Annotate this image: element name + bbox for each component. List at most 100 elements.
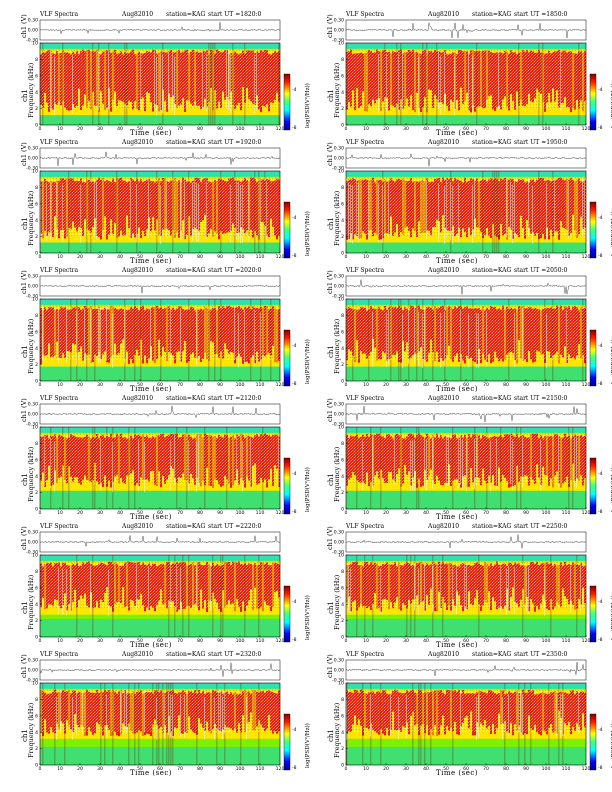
freq-tick-label: 8 — [341, 697, 344, 703]
colorbar-tick-label: -4 — [598, 215, 603, 221]
freq-tick-label: 10 — [338, 41, 344, 47]
time-tick-label: 110 — [562, 638, 571, 644]
time-tick-label: 90 — [217, 254, 223, 260]
channel-label: ch1 — [327, 473, 335, 486]
panel-title: VLF Spectra Aug82010 station=KAG start UT =… — [0, 522, 262, 532]
time-tick-label: 80 — [503, 382, 509, 388]
time-tick-label: 80 — [503, 766, 509, 772]
freq-tick-label: 0 — [341, 763, 344, 769]
time-tick-label: 80 — [197, 766, 203, 772]
freq-tick-label: 4 — [35, 474, 38, 480]
time-tick-label: 20 — [383, 126, 389, 132]
time-tick-label: 0 — [39, 638, 42, 644]
ts-axis-label: ch1 (V) — [20, 526, 28, 550]
panel-title: VLF Spectra Aug82010 station=KAG start UT =… — [0, 266, 262, 276]
start-time-label: start UT =2250:0 — [514, 523, 568, 530]
ts-tick-label: 0.30 — [334, 18, 344, 24]
freq-tick-label: 4 — [35, 346, 38, 352]
freq-tick-label: 2 — [341, 490, 344, 496]
time-tick-label: 90 — [217, 766, 223, 772]
time-tick-label: 120 — [276, 382, 285, 388]
time-axis-label: Time (sec) — [436, 769, 479, 777]
channel-label: ch1 — [21, 473, 29, 486]
time-tick-label: 20 — [77, 126, 83, 132]
stipple-overlay — [346, 177, 586, 236]
colorbar: -4 -8 — [589, 73, 603, 131]
time-tick-label: 80 — [197, 254, 203, 260]
colorbar-tick-label: -4 — [598, 87, 603, 93]
signal-trace — [39, 535, 281, 547]
time-tick-label: 20 — [77, 254, 83, 260]
signal-trace — [345, 22, 587, 39]
time-tick-label: 70 — [483, 126, 489, 132]
upper-band — [346, 555, 586, 561]
ts-axis-label: ch1 (V) — [326, 270, 334, 294]
ts-axis-label: ch1 (V) — [326, 142, 334, 166]
time-tick-label: 60 — [463, 638, 469, 644]
time-tick-label: 40 — [423, 510, 429, 516]
title-text: VLF Spectra — [40, 651, 79, 658]
ts-axis-label: ch1 (V) — [326, 14, 334, 38]
freq-tick-label: 2 — [35, 746, 38, 752]
freq-tick-label: 2 — [341, 746, 344, 752]
colorbar-scale — [283, 201, 291, 259]
stipple-overlay — [40, 433, 280, 485]
time-tick-label: 60 — [157, 254, 163, 260]
time-series: 0.30 0.00 -0.30 — [332, 18, 587, 44]
ts-tick-label: 0.30 — [28, 402, 38, 408]
freq-tick-label: 2 — [35, 490, 38, 496]
freq-tick-label: 10 — [338, 169, 344, 175]
time-tick-label: 20 — [77, 766, 83, 772]
ts-tick-label: -0.30 — [332, 678, 344, 684]
time-tick-label: 70 — [483, 510, 489, 516]
time-tick-label: 100 — [236, 126, 245, 132]
ts-tick-label: 0.00 — [334, 668, 344, 674]
time-axis-label: Time (sec) — [436, 385, 479, 393]
freq-tick-label: 0 — [35, 379, 38, 385]
time-tick-label: 120 — [276, 510, 285, 516]
channel-label: ch1 — [327, 729, 335, 742]
date-label: Aug82010 — [122, 267, 154, 274]
lower-band — [346, 618, 586, 637]
freq-tick-label: 4 — [341, 218, 344, 224]
station-label: station=KAG — [166, 651, 206, 658]
time-tick-label: 60 — [157, 766, 163, 772]
time-tick-label: 60 — [463, 766, 469, 772]
time-tick-label: 0 — [345, 126, 348, 132]
time-tick-label: 110 — [256, 510, 265, 516]
freq-tick-label: 6 — [35, 201, 38, 207]
colorbar-scale — [589, 457, 597, 515]
freq-tick-label: 4 — [341, 474, 344, 480]
freq-tick-label: 4 — [341, 346, 344, 352]
time-tick-label: 10 — [363, 382, 369, 388]
time-tick-label: 70 — [177, 638, 183, 644]
panel-title: VLF Spectra Aug82010 station=KAG start UT =… — [306, 10, 568, 20]
time-tick-label: 50 — [137, 126, 143, 132]
freq-tick-label: 2 — [35, 362, 38, 368]
time-tick-label: 70 — [483, 638, 489, 644]
ts-tick-label: 0.00 — [334, 28, 344, 34]
spectrogram-panel: VLF Spectra Aug82010 station=KAG start UT =… — [306, 138, 612, 270]
time-tick-label: 20 — [383, 382, 389, 388]
station-label: station=KAG — [472, 395, 512, 402]
time-series: 0.30 0.00 -0.30 — [26, 18, 281, 44]
ts-tick-label: -0.30 — [26, 678, 38, 684]
time-series: 0.30 0.00 -0.30 — [26, 146, 281, 172]
time-tick-label: 40 — [423, 382, 429, 388]
panel-title: VLF Spectra Aug82010 station=KAG start UT =… — [306, 138, 568, 148]
time-tick-label: 90 — [523, 510, 529, 516]
start-time-label: start UT =2120:0 — [208, 395, 262, 402]
colorbar-tick-label: -4 — [292, 215, 297, 221]
time-axis-label: Time (sec) — [130, 769, 173, 777]
time-tick-label: 10 — [57, 382, 63, 388]
time-tick-label: 50 — [137, 254, 143, 260]
date-label: Aug82010 — [122, 651, 154, 658]
time-tick-label: 60 — [463, 126, 469, 132]
colorbar-tick-label: -4 — [598, 599, 603, 605]
